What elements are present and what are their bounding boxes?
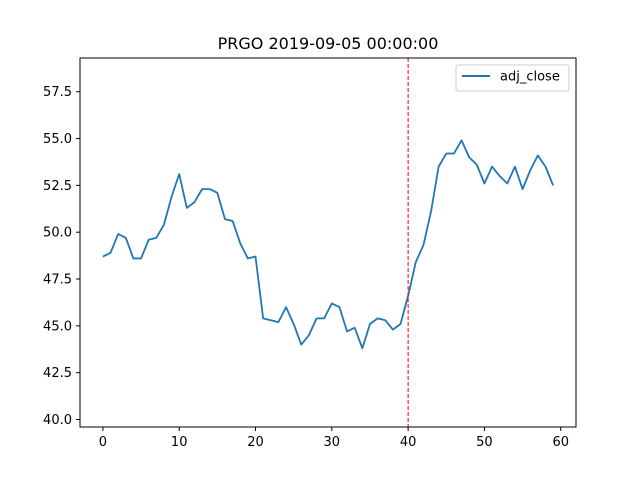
x-tick-label: 30 (324, 435, 341, 450)
x-tick-label: 40 (400, 435, 417, 450)
x-tick-label: 50 (476, 435, 493, 450)
chart-title: PRGO 2019-09-05 00:00:00 (218, 34, 439, 53)
y-tick-label: 45.0 (43, 319, 72, 334)
legend-label-adj-close: adj_close (500, 70, 560, 85)
y-tick-label: 40.0 (43, 413, 72, 428)
y-tick-label: 47.5 (43, 273, 72, 288)
x-tick-label: 60 (552, 435, 569, 450)
legend: adj_close (455, 64, 570, 92)
y-tick-label: 52.5 (43, 179, 72, 194)
y-tick-label: 42.5 (43, 366, 72, 381)
plot-area (80, 58, 576, 427)
x-tick-label: 0 (99, 435, 107, 450)
x-tick-label: 10 (171, 435, 188, 450)
y-tick-label: 55.0 (43, 132, 72, 147)
y-tick-label: 57.5 (43, 85, 72, 100)
y-tick-label: 50.0 (43, 226, 72, 241)
x-tick-label: 20 (247, 435, 264, 450)
series-line-adj-close (102, 139, 554, 350)
axes-frame (79, 57, 577, 428)
legend-box (455, 64, 570, 92)
